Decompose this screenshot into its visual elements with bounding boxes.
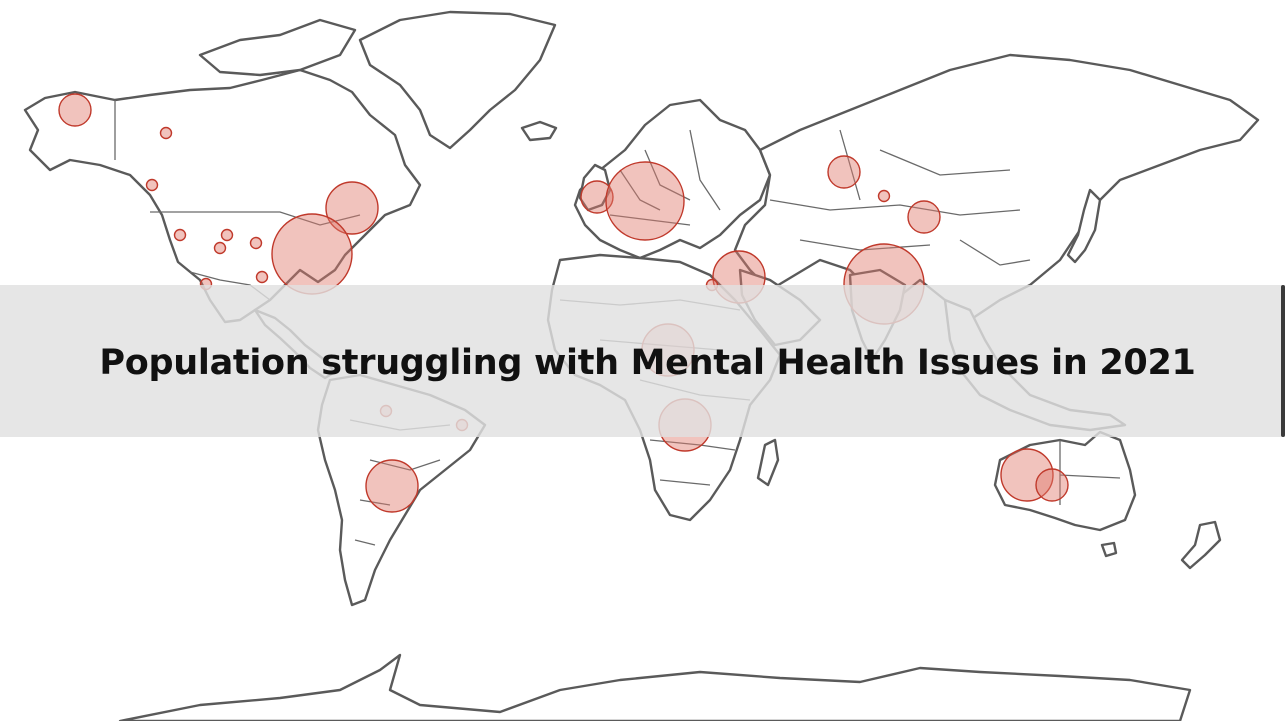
bubble-utah: [220, 228, 234, 242]
bubble-british-columbia: [145, 178, 159, 192]
bubble-california: [173, 228, 187, 242]
bubble-ontario: [325, 181, 379, 235]
landmass-madagascar: [756, 438, 780, 487]
landmass-japan: [1066, 188, 1102, 264]
bubble-nevada: [213, 241, 227, 255]
bubble-alaska: [58, 93, 92, 127]
bubble-russia-west: [827, 155, 861, 189]
bubble-colorado: [249, 236, 263, 250]
landmass-asia: [733, 53, 1260, 322]
landmass-north-america: [23, 68, 422, 324]
bubble-united-kingdom: [580, 180, 614, 214]
borders-asia: [769, 129, 1031, 266]
scrollbar[interactable]: [1281, 285, 1285, 437]
bubble-western-australia: [1000, 448, 1054, 502]
bubble-paraguay: [365, 459, 419, 513]
title-band: [0, 285, 1285, 437]
bubble-central-europe: [605, 161, 685, 241]
bubble-northwest-territories: [159, 126, 173, 140]
borders-australia: [1059, 440, 1121, 505]
bubble-kazakhstan: [877, 189, 891, 203]
landmass-iceland: [520, 120, 558, 142]
bubble-siberia: [907, 200, 941, 234]
landmass-arctic-islands: [198, 18, 357, 77]
landmass-tasmania: [1100, 541, 1118, 558]
landmass-australia: [993, 430, 1137, 532]
landmass-antarctica: [118, 653, 1192, 721]
map-title: Population struggling with Mental Health…: [99, 343, 1196, 383]
bubble-central-australia: [1035, 468, 1069, 502]
landmass-europe: [573, 98, 772, 260]
bubble-eastern-us: [271, 213, 353, 295]
border-us-canada: [150, 211, 361, 226]
bubble-texas: [255, 270, 269, 284]
landmass-new-zealand: [1180, 520, 1222, 570]
borders-europe: [609, 129, 721, 226]
landmass-greenland: [358, 10, 557, 150]
